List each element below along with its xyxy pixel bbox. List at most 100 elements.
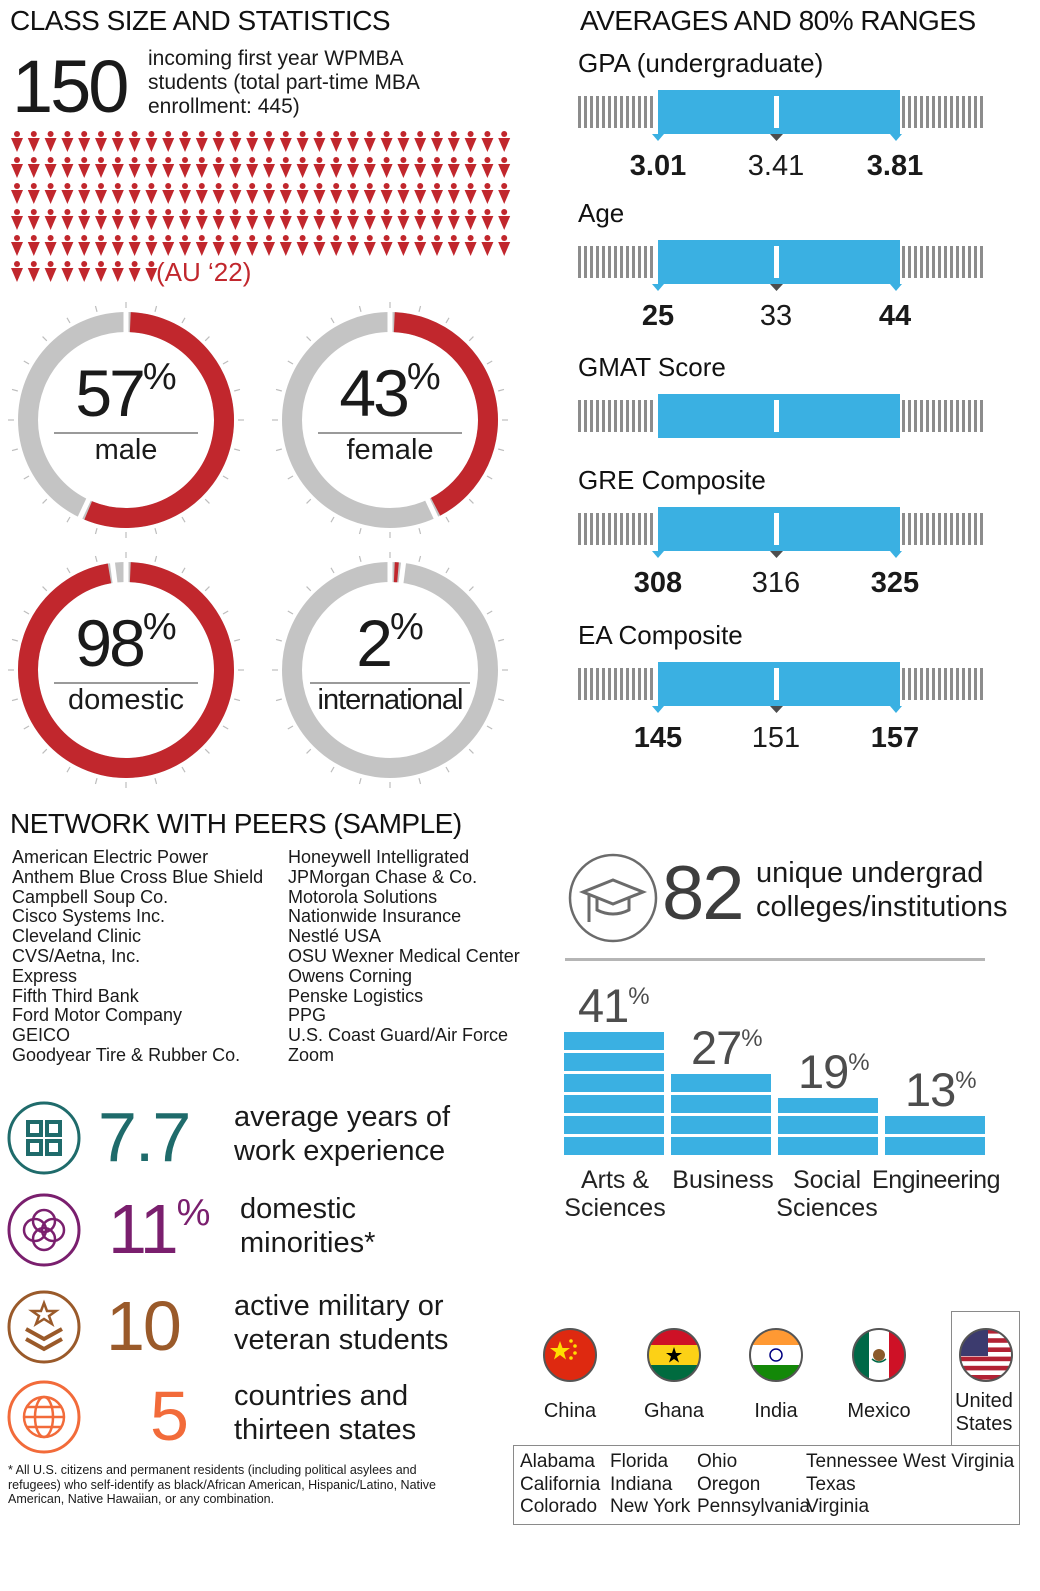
usa-flag-icon — [959, 1328, 1013, 1382]
student-marker — [498, 157, 511, 178]
donut-tick — [486, 475, 493, 480]
donut-tick — [306, 748, 312, 754]
range-hatch — [608, 96, 611, 128]
student-marker — [212, 183, 225, 204]
range-hatch — [602, 246, 605, 278]
range-hatch — [950, 400, 953, 432]
student-marker — [330, 131, 343, 152]
fact-description: domestic minorities* — [240, 1193, 376, 1259]
donut-tick — [330, 766, 335, 773]
range-hatch — [974, 668, 977, 700]
range-hatch — [638, 246, 641, 278]
student-marker — [347, 131, 359, 152]
range-hatch — [944, 246, 947, 278]
range-age: Age 25 33 44 — [578, 198, 988, 348]
class-size-heading: CLASS SIZE AND STATISTICS — [10, 5, 391, 36]
company-name: Owens Corning — [288, 965, 413, 986]
state-name: Indiana — [610, 1473, 673, 1495]
au-label: (AU ‘22) — [156, 257, 252, 287]
range-average-marker — [774, 513, 779, 545]
range-hatch — [596, 668, 599, 700]
bar-stripe — [885, 1134, 985, 1137]
student-marker — [414, 157, 427, 178]
company-name: American Electric Power — [12, 847, 209, 867]
donut-tick — [275, 448, 282, 452]
student-marker — [111, 235, 124, 256]
donut-tick — [154, 555, 158, 562]
state-name: Texas — [806, 1473, 856, 1495]
range-hatch — [584, 513, 587, 545]
student-marker — [128, 235, 141, 256]
range-hatch — [608, 246, 611, 278]
student-marker — [263, 183, 275, 204]
student-marker — [263, 131, 275, 152]
donut-tick — [275, 638, 282, 642]
donut-tick — [42, 748, 48, 754]
range-hatch — [932, 513, 935, 545]
bar-stripe — [564, 1113, 664, 1116]
bar-stripe — [671, 1113, 771, 1116]
range-hatch — [638, 668, 641, 700]
student-marker — [95, 209, 107, 230]
donut-divider — [54, 432, 198, 434]
donut-tick — [222, 360, 229, 365]
range-high-arrow — [890, 284, 902, 291]
student-marker — [431, 157, 443, 178]
student-marker — [145, 235, 158, 256]
donut-domestic-label: domestic — [67, 684, 185, 716]
states-col1: Alabama California Colorado — [520, 1451, 600, 1519]
student-marker — [27, 235, 40, 256]
student-marker — [363, 157, 376, 178]
student-marker — [61, 131, 74, 152]
student-marker — [431, 131, 443, 152]
donut-tick — [498, 698, 505, 702]
range-hatch — [608, 513, 611, 545]
student-marker — [330, 157, 343, 178]
student-marker — [44, 235, 57, 256]
donut-tick — [23, 475, 30, 480]
range-hatch — [956, 96, 959, 128]
range-ea-low: 145 — [633, 722, 683, 754]
student-marker — [111, 209, 124, 230]
student-marker — [313, 157, 326, 178]
donut-tick — [11, 388, 18, 392]
donut-tick — [204, 586, 210, 592]
donut-tick — [358, 305, 362, 312]
bar-stripe — [778, 1134, 878, 1137]
range-hatch — [908, 246, 911, 278]
donut-tick — [498, 638, 505, 642]
range-ea-title: EA Composite — [578, 620, 743, 650]
range-gmat: GMAT Score — [578, 352, 988, 452]
student-marker — [61, 235, 74, 256]
range-hatch — [644, 513, 647, 545]
donut-female: 43% female — [270, 300, 510, 540]
donut-tick — [445, 317, 450, 324]
range-hatch — [980, 400, 983, 432]
range-hatch — [632, 400, 635, 432]
bar-value-label: 41% — [578, 979, 649, 1032]
range-hatch — [602, 400, 605, 432]
state-name: Virginia — [806, 1496, 870, 1517]
student-icons-grid — [11, 131, 511, 282]
donut-tick — [42, 586, 48, 592]
states-col3: Ohio Oregon Pennsylvania — [697, 1451, 810, 1519]
country-label: United States — [955, 1390, 1013, 1435]
range-hatch — [968, 246, 971, 278]
donut-tick — [181, 567, 186, 574]
student-marker — [162, 131, 175, 152]
incoming-number: 150 — [12, 45, 129, 128]
donut-tick — [330, 516, 335, 523]
donut-separator — [109, 560, 118, 585]
student-marker — [279, 131, 292, 152]
range-hatch — [650, 246, 653, 278]
graduation-cap-icon — [568, 853, 658, 943]
student-marker — [296, 235, 309, 256]
student-marker — [145, 183, 158, 204]
range-hatch — [974, 400, 977, 432]
donut-tick — [181, 317, 186, 324]
country-label: India — [754, 1400, 798, 1422]
student-marker — [498, 209, 511, 230]
donut-tick — [468, 498, 474, 504]
range-hatch — [638, 513, 641, 545]
donut-tick — [23, 360, 30, 365]
